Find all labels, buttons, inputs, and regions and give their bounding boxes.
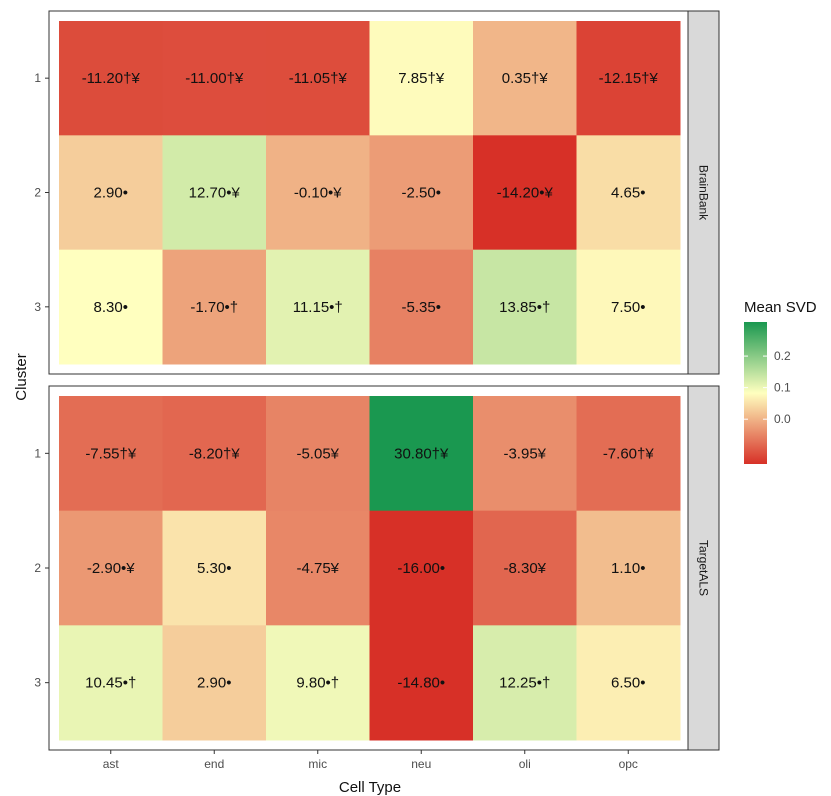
x-tick-label: neu — [411, 757, 431, 771]
heatmap-cell — [59, 510, 163, 626]
facet-strip-label: TargetALS — [697, 540, 711, 596]
y-tick-label: 3 — [34, 676, 41, 690]
facet-strip-label: BrainBank — [697, 165, 711, 221]
cell-label: 7.50• — [611, 299, 645, 316]
facet-panel-targetals: -7.55†¥ -8.20†¥ -5.05¥ 30.80†¥ -3.95¥ -7.60†¥… — [34, 385, 720, 751]
heatmap-cell — [576, 135, 681, 251]
heatmap-cell — [473, 249, 577, 365]
cell-label: -0.10•¥ — [294, 185, 342, 202]
cell-label: 10.45•† — [85, 675, 136, 692]
cell-label: 12.70•¥ — [189, 185, 241, 202]
cell-label: 6.50• — [611, 675, 645, 692]
heatmap-cell — [369, 249, 474, 365]
heatmap-cell — [266, 510, 370, 626]
cell-label: 2.90• — [94, 185, 128, 202]
heatmap-cell — [369, 21, 474, 136]
heatmap-cell — [369, 135, 474, 251]
heatmap-cell — [576, 510, 681, 626]
cell-label: 7.85†¥ — [398, 70, 445, 87]
cell-label: -2.50• — [402, 185, 441, 202]
legend-tick-label: 0.2 — [774, 349, 791, 363]
cell-label: -16.00• — [397, 560, 445, 577]
cell-label: 0.35†¥ — [502, 70, 549, 87]
legend-tick-label: 0.0 — [774, 412, 791, 426]
heatmap-cell — [369, 510, 474, 626]
heatmap-cell — [59, 625, 163, 741]
legend: Mean SVD 0.2 0.1 0.0 — [744, 299, 817, 464]
facet-panel-brainbank: -11.20†¥ -11.00†¥ -11.05†¥ 7.85†¥ 0.35†¥ -12.… — [34, 10, 720, 375]
heatmap-cell — [266, 249, 370, 365]
heatmap-cell — [162, 249, 267, 365]
heatmap-cell — [266, 135, 370, 251]
y-axis-title: Cluster — [13, 353, 30, 401]
legend-title: Mean SVD — [744, 299, 817, 316]
heatmap-cell — [576, 625, 681, 741]
heatmap-cell — [59, 249, 163, 365]
heatmap-cell — [59, 135, 163, 251]
heatmap-cell — [576, 396, 681, 512]
heatmap-cell — [162, 21, 267, 136]
heatmap-cell — [162, 510, 267, 626]
y-tick-label: 1 — [34, 71, 41, 85]
cell-label: -14.20•¥ — [497, 185, 554, 202]
heatmap-cell — [369, 396, 474, 512]
heatmap-cell — [266, 396, 370, 512]
heatmap-cell — [266, 625, 370, 741]
heatmap-cell — [473, 396, 577, 512]
cell-label: -1.70•† — [190, 299, 238, 316]
cell-label: -11.00†¥ — [185, 70, 244, 87]
heatmap-cell — [576, 249, 681, 365]
heatmap-cell — [473, 21, 577, 136]
cell-label: 5.30• — [197, 560, 231, 577]
heatmap-cell — [369, 625, 474, 741]
cell-label: 12.25•† — [499, 675, 550, 692]
cell-label: -3.95¥ — [503, 445, 546, 462]
x-tick-label: end — [204, 757, 224, 771]
heatmap-cell — [473, 510, 577, 626]
x-tick-label: oli — [519, 757, 531, 771]
cell-label: -5.35• — [402, 299, 441, 316]
heatmap-cell — [162, 625, 267, 741]
cell-label: 30.80†¥ — [394, 445, 449, 462]
cell-label: -2.90•¥ — [87, 560, 135, 577]
cell-label: 1.10• — [611, 560, 645, 577]
y-tick-label: 2 — [34, 561, 41, 575]
cell-label: 4.65• — [611, 185, 645, 202]
heatmap-cell — [59, 21, 163, 136]
cell-label: 8.30• — [94, 299, 128, 316]
facet-strip — [687, 385, 720, 751]
cell-label: -11.20†¥ — [82, 70, 141, 87]
x-axis-title: Cell Type — [339, 779, 401, 796]
x-tick-label: opc — [619, 757, 638, 771]
cell-label: -8.30¥ — [503, 560, 546, 577]
heatmap-cell — [59, 396, 163, 512]
cell-label: -11.05†¥ — [289, 70, 348, 87]
cell-label: -4.75¥ — [296, 560, 339, 577]
cell-label: -7.55†¥ — [85, 445, 137, 462]
cell-label: 2.90• — [197, 675, 231, 692]
cell-label: 13.85•† — [499, 299, 550, 316]
heatmap-cell — [162, 135, 267, 251]
x-tick-label: ast — [103, 757, 120, 771]
legend-colorbar — [744, 322, 767, 464]
cell-label: -7.60†¥ — [603, 445, 655, 462]
legend-tick-label: 0.1 — [774, 381, 791, 395]
cell-label: 9.80•† — [296, 675, 339, 692]
y-tick-label: 2 — [34, 186, 41, 200]
y-tick-label: 1 — [34, 446, 41, 460]
heatmap-cell — [473, 625, 577, 741]
heatmap-cell — [266, 21, 370, 136]
y-tick-label: 3 — [34, 300, 41, 314]
heatmap-cell — [576, 21, 681, 136]
facet-strip — [687, 10, 720, 375]
cell-label: -8.20†¥ — [189, 445, 241, 462]
cell-label: 11.15•† — [293, 299, 343, 316]
cell-label: -14.80• — [397, 675, 445, 692]
heatmap-cell — [473, 135, 577, 251]
heatmap-cell — [162, 396, 267, 512]
x-tick-label: mic — [308, 757, 327, 771]
cell-label: -5.05¥ — [296, 445, 339, 462]
cell-label: -12.15†¥ — [599, 70, 659, 87]
